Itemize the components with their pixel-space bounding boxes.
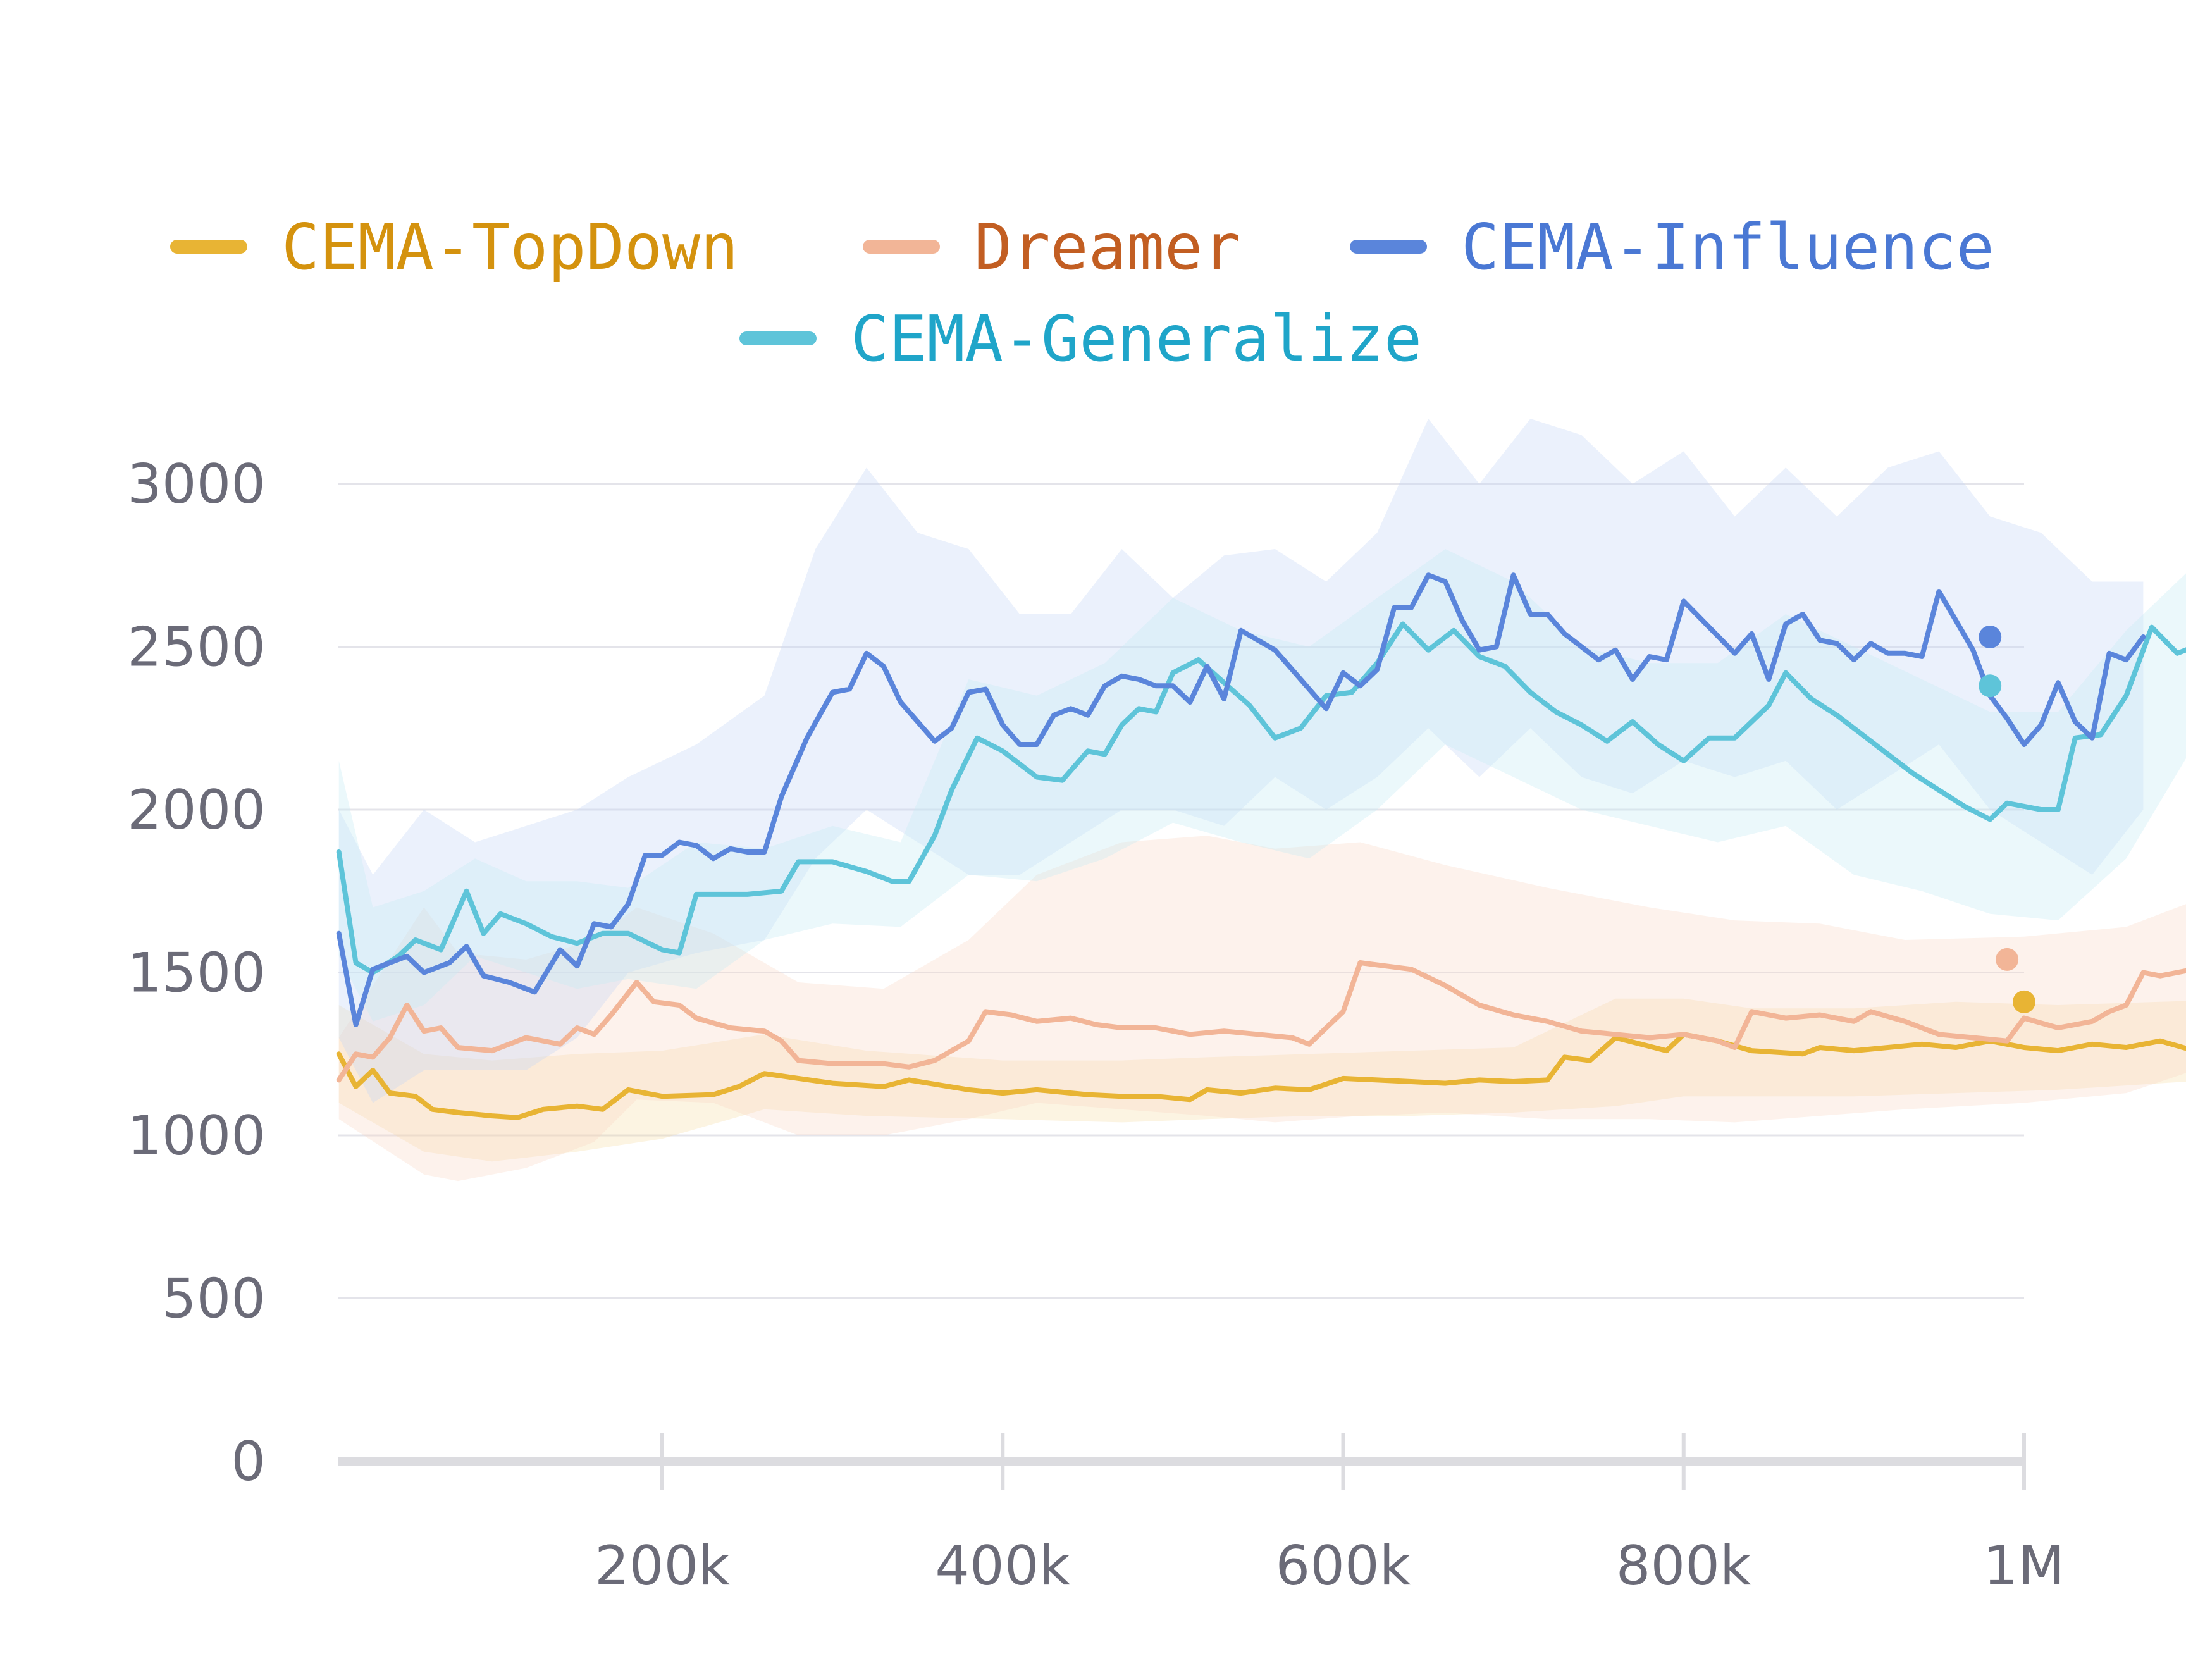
grid	[338, 483, 2024, 1299]
legend-label: CEMA-Influence	[1461, 210, 1994, 284]
x-tick-label: 1M	[1984, 1535, 2065, 1598]
legend-item-cema-generalize[interactable]: CEMA-Generalize	[739, 302, 1422, 376]
series-line-cema-influence	[336, 572, 2146, 1027]
series-lines	[336, 572, 2186, 1120]
final-point-cema-influence	[1979, 626, 2002, 649]
final-point-cema-generalize	[1979, 674, 2002, 698]
band-cema-generalize	[338, 549, 2186, 1022]
x-tick-label: 400k	[935, 1535, 1070, 1598]
legend-item-cema-influence[interactable]: CEMA-Influence	[1350, 210, 1994, 284]
legend-label: Dreamer	[974, 210, 1240, 284]
x-tick-label: 600k	[1276, 1535, 1411, 1598]
legend-item-dreamer[interactable]: Dreamer	[863, 210, 1240, 284]
band-cema-topdown	[338, 998, 2186, 1162]
y-tick-label: 2500	[127, 616, 266, 679]
band-dreamer	[338, 836, 2186, 1182]
x-tick-label: 200k	[595, 1535, 730, 1598]
y-tick-label: 500	[162, 1268, 266, 1331]
legend-label: CEMA-TopDown	[281, 210, 738, 284]
legend-label: CEMA-Generalize	[851, 302, 1422, 376]
final-point-cema-topdown	[2013, 990, 2035, 1013]
y-tick-label: 2000	[127, 779, 266, 842]
y-tick-label: 0	[231, 1430, 266, 1493]
y-tick-label: 3000	[127, 453, 266, 516]
legend-item-cema-topdown[interactable]: CEMA-TopDown	[170, 210, 738, 284]
x-tick-label: 800k	[1616, 1535, 1751, 1598]
series-line-cema-topdown	[336, 1032, 2186, 1120]
series-line-dreamer	[336, 960, 2186, 1083]
y-tick-label: 1500	[127, 942, 266, 1005]
legend: CEMA-TopDown Dreamer CEMA-Influence CEMA-Ge…	[170, 210, 1994, 376]
final-point-dreamer	[1996, 948, 2019, 971]
axes: 0 500 1000 1500 2000 2500 3000 200k 400k 600k 800k…	[127, 453, 2065, 1598]
confidence-bands	[338, 419, 2186, 1182]
y-tick-label: 1000	[127, 1104, 266, 1168]
band-cema-influence	[338, 419, 2144, 1103]
series-line-cema-generalize	[336, 621, 2186, 975]
